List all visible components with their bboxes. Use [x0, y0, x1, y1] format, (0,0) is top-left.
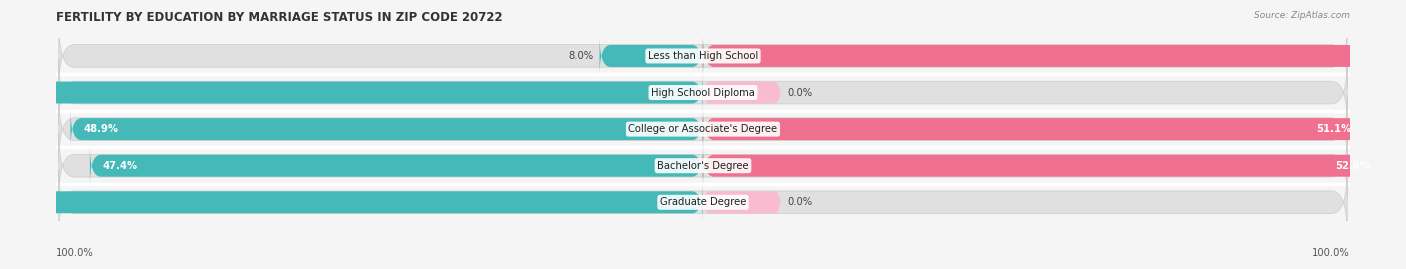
FancyBboxPatch shape [70, 109, 703, 149]
FancyBboxPatch shape [59, 23, 1347, 89]
FancyBboxPatch shape [59, 60, 1347, 125]
FancyBboxPatch shape [703, 82, 780, 104]
FancyBboxPatch shape [59, 97, 1347, 162]
FancyBboxPatch shape [59, 170, 1347, 235]
FancyBboxPatch shape [703, 191, 780, 213]
Text: 0.0%: 0.0% [787, 87, 813, 98]
Text: Graduate Degree: Graduate Degree [659, 197, 747, 207]
Text: College or Associate's Degree: College or Associate's Degree [628, 124, 778, 134]
FancyBboxPatch shape [599, 36, 703, 76]
FancyBboxPatch shape [703, 146, 1384, 185]
FancyBboxPatch shape [90, 146, 703, 185]
Text: 8.0%: 8.0% [568, 51, 593, 61]
Text: 100.0%: 100.0% [56, 248, 94, 258]
Text: 0.0%: 0.0% [787, 197, 813, 207]
Text: 100.0%: 100.0% [1312, 248, 1350, 258]
Text: 51.1%: 51.1% [1316, 124, 1351, 134]
Text: 48.9%: 48.9% [83, 124, 118, 134]
Text: Less than High School: Less than High School [648, 51, 758, 61]
Text: Source: ZipAtlas.com: Source: ZipAtlas.com [1254, 11, 1350, 20]
FancyBboxPatch shape [703, 36, 1406, 76]
Text: 47.4%: 47.4% [103, 161, 138, 171]
Text: Bachelor's Degree: Bachelor's Degree [657, 161, 749, 171]
Text: High School Diploma: High School Diploma [651, 87, 755, 98]
FancyBboxPatch shape [0, 183, 703, 222]
Text: 52.6%: 52.6% [1336, 161, 1371, 171]
FancyBboxPatch shape [0, 73, 703, 112]
FancyBboxPatch shape [59, 133, 1347, 198]
Text: FERTILITY BY EDUCATION BY MARRIAGE STATUS IN ZIP CODE 20722: FERTILITY BY EDUCATION BY MARRIAGE STATU… [56, 11, 503, 24]
FancyBboxPatch shape [703, 109, 1364, 149]
